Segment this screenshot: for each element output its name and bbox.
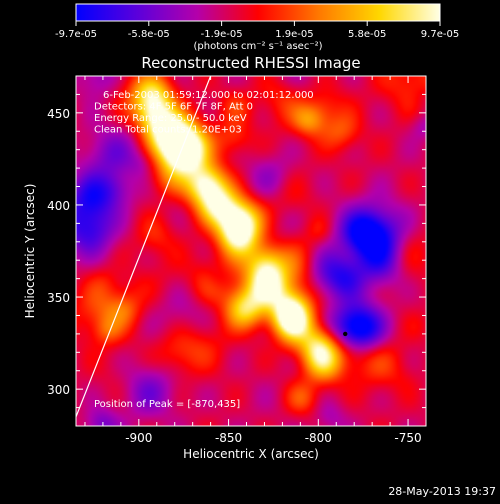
x-axis: -900 -850 -800 -750 <box>84 76 427 445</box>
y-tick-label: 350 <box>47 291 70 305</box>
colorbar <box>75 3 441 22</box>
peak-position-label: Position of Peak = [-870,435] <box>94 399 240 410</box>
minimum-marker <box>343 331 348 337</box>
chart-title: Reconstructed RHESSI Image <box>141 54 360 72</box>
x-tick-label: -750 <box>394 431 421 445</box>
colorbar-tick-label: -1.9e-05 <box>201 29 243 40</box>
colorbar-tick-label: 1.9e-05 <box>275 29 313 40</box>
info-line: Energy Range: 25.0 - 50.0 keV <box>94 113 247 124</box>
x-axis-label: Heliocentric X (arcsec) <box>183 447 319 461</box>
colorbar-tick-label: 5.8e-05 <box>348 29 386 40</box>
y-axis: 300 350 400 450 <box>47 75 426 409</box>
info-line: Detectors: 4F 5F 6F 7F 8F, Att 0 <box>94 102 253 113</box>
colorbar-tick-label: 9.7e-05 <box>421 29 459 40</box>
footer-timestamp: 28-May-2013 19:37 <box>388 485 496 498</box>
observation-info: 6-Feb-2003 01:59:12.000 to 02:01:12.000D… <box>94 90 314 136</box>
colorbar-ticks: -9.7e-05 -5.8e-05 -1.9e-05 1.9e-05 5.8e-05 9.… <box>55 21 459 40</box>
solar-limb-line <box>76 76 212 418</box>
colorbar-label: (photons cm⁻² s⁻¹ asec⁻²) <box>193 41 322 52</box>
colorbar-tick-label: -9.7e-05 <box>55 29 97 40</box>
x-tick-label: -850 <box>215 431 242 445</box>
y-tick-label: 300 <box>47 383 70 397</box>
plot-frame <box>75 75 427 427</box>
colorbar-tick-label: -5.8e-05 <box>128 29 170 40</box>
y-tick-label: 400 <box>47 199 70 213</box>
info-line: Clean Total counts: 1.20E+03 <box>94 125 242 136</box>
x-tick-label: -900 <box>125 431 152 445</box>
minimum-dot <box>343 331 348 337</box>
info-line: 6-Feb-2003 01:59:12.000 to 02:01:12.000 <box>103 90 314 101</box>
x-tick-label: -800 <box>305 431 332 445</box>
y-axis-label: Heliocentric Y (arcsec) <box>23 184 37 319</box>
y-tick-label: 450 <box>47 107 70 121</box>
heatmap-image <box>76 76 426 426</box>
